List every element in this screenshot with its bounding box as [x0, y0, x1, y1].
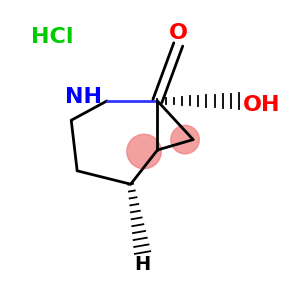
- Text: OH: OH: [243, 95, 280, 116]
- Text: H: H: [134, 255, 151, 274]
- Circle shape: [127, 134, 161, 169]
- Text: NH: NH: [64, 86, 102, 106]
- Text: O: O: [169, 22, 188, 43]
- Text: HCl: HCl: [31, 27, 73, 47]
- Circle shape: [171, 125, 199, 154]
